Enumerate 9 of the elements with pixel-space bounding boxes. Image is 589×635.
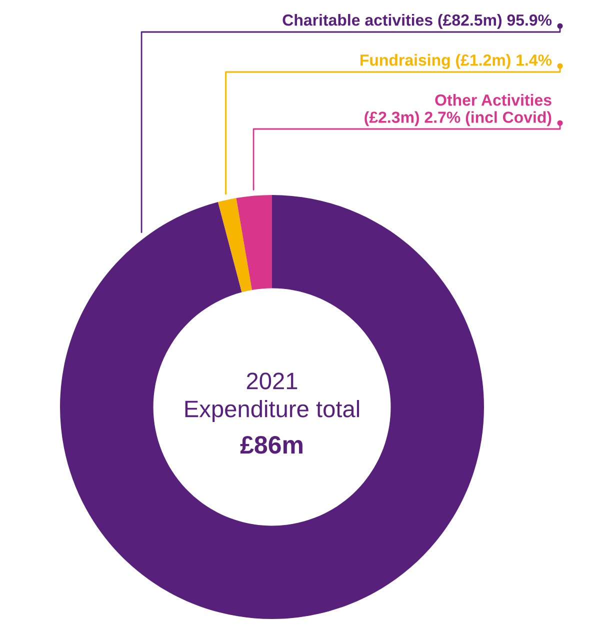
- legend-label: Charitable activities (£82.5m) 95.9%: [282, 14, 552, 29]
- donut-slice: [236, 195, 272, 290]
- text: 2021: [246, 372, 298, 390]
- text: Expenditure total: [185, 400, 360, 422]
- donut-slice: [60, 195, 484, 619]
- slice-label: Other Activities (£2.3m) 2.7% (incl Covid): [364, 94, 552, 126]
- donut-slice: [218, 198, 252, 292]
- text: £86m: [240, 436, 302, 454]
- legend-label: Fundraising (£1.2m) 1.4%: [360, 54, 552, 69]
